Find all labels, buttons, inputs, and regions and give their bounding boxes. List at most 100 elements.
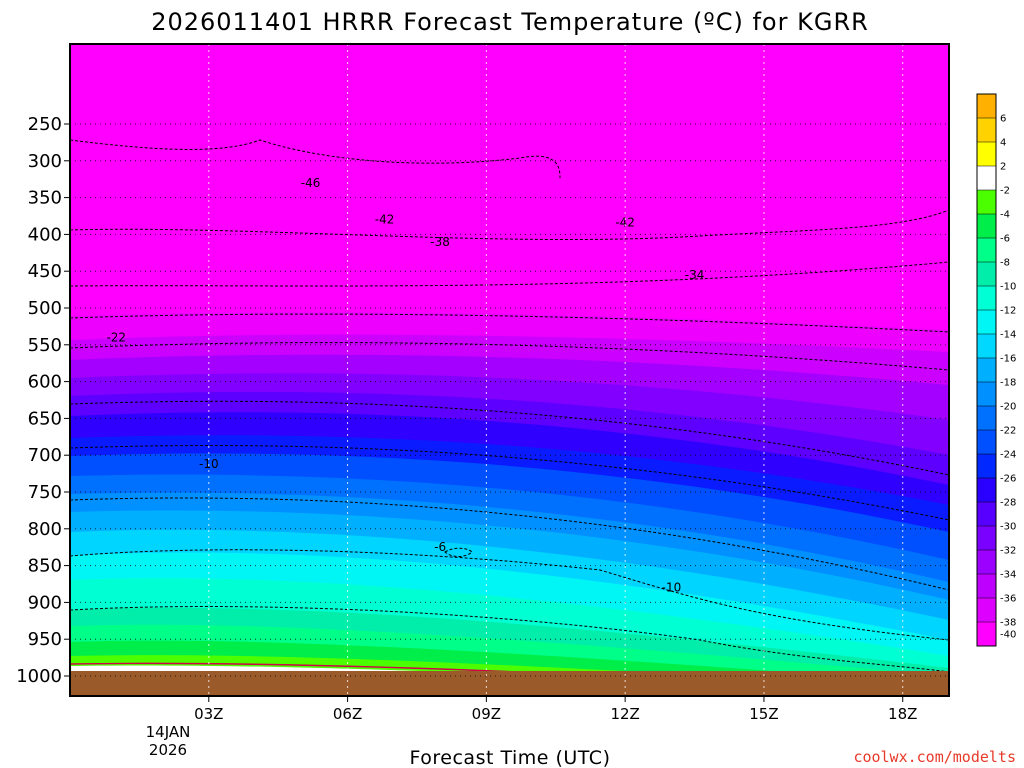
colorbar: 6 4 2 -2 -4 -6 -8 -10 -12 -14 -16 -18 -20 -22 -24 -26 -2… xyxy=(976,93,1016,647)
y-tick-label: 1000 xyxy=(16,666,62,687)
colorbar-label: -12 xyxy=(1000,306,1016,317)
contour-line xyxy=(70,445,949,521)
colorbar-label: -22 xyxy=(1000,426,1016,437)
colorbar-swatch xyxy=(977,238,996,263)
y-tick-label: 800 xyxy=(28,519,62,540)
colorbar-frame xyxy=(976,93,997,647)
x-tick-label: 06Z xyxy=(333,705,362,723)
colorbar-swatch xyxy=(977,118,996,143)
contour-line xyxy=(70,606,949,673)
y-tick-label: 500 xyxy=(28,298,62,319)
colorbar-label: -40 xyxy=(1000,630,1016,641)
x-tick-label: 18Z xyxy=(888,705,917,723)
colorbar-swatch xyxy=(977,94,996,119)
contour-label: -10 xyxy=(662,581,682,595)
colorbar-label: -18 xyxy=(1000,378,1016,389)
colorbar-label: -34 xyxy=(1000,570,1016,581)
colorbar-label: -8 xyxy=(1000,258,1010,269)
x-tick-label: 15Z xyxy=(749,705,778,723)
colorbar-label: -20 xyxy=(1000,402,1016,413)
colorbar-label: -6 xyxy=(1000,234,1010,245)
x-date-line-day: 14JAN xyxy=(146,723,191,741)
colorbar-swatch xyxy=(977,214,996,239)
chart-title: 2026011401 HRRR Forecast Temperature (ºC… xyxy=(151,8,869,36)
contour-line xyxy=(70,261,949,287)
colorbar-swatch xyxy=(977,622,996,647)
x-date-line-year: 2026 xyxy=(149,741,187,759)
colorbar-swatch xyxy=(977,334,996,359)
colorbar-label: -10 xyxy=(1000,282,1016,293)
colorbar-swatch xyxy=(977,550,996,575)
y-tick-label: 550 xyxy=(28,335,62,356)
y-tick-label: 700 xyxy=(28,445,62,466)
colorbar-swatch xyxy=(977,406,996,431)
colorbar-label: 4 xyxy=(1000,138,1006,149)
colorbar-swatch xyxy=(977,142,996,167)
colorbar-label: -24 xyxy=(1000,450,1016,461)
contour-label: -22 xyxy=(106,330,126,344)
y-tick-label: 750 xyxy=(28,482,62,503)
colorbar-swatch xyxy=(977,166,996,191)
contour-labels: -46-42 -42-38-34-22-10-6-10 xyxy=(106,176,704,595)
colorbar-label: -28 xyxy=(1000,498,1016,509)
colorbar-label: -14 xyxy=(1000,330,1016,341)
plot-area: -46-42 -42-38-34-22-10-6-10 xyxy=(70,44,949,696)
y-tick-label: 450 xyxy=(28,261,62,282)
colorbar-swatch xyxy=(977,190,996,215)
colorbar-swatch xyxy=(977,286,996,311)
y-tick-label: 650 xyxy=(28,408,62,429)
colorbar-label: -30 xyxy=(1000,522,1016,533)
colorbar-label: -36 xyxy=(1000,594,1016,605)
x-tick-label: 09Z xyxy=(472,705,501,723)
colorbar-swatch xyxy=(977,598,996,623)
colorbar-swatch xyxy=(977,574,996,599)
contour-line xyxy=(70,342,949,371)
contour-line xyxy=(70,400,949,476)
contour-line xyxy=(70,549,949,641)
contour-line xyxy=(70,209,949,240)
y-tick-label: 400 xyxy=(28,224,62,245)
colorbar-label: -4 xyxy=(1000,210,1010,221)
contour-label: -38 xyxy=(430,235,450,249)
colorbar-swatch xyxy=(977,502,996,527)
contour-line xyxy=(70,313,949,333)
plot-frame xyxy=(69,43,950,697)
y-tick-label: 950 xyxy=(28,629,62,650)
colorbar-swatch xyxy=(977,358,996,383)
contour-label: -34 xyxy=(685,268,705,282)
colorbar-swatch xyxy=(977,526,996,551)
colorbar-label: 6 xyxy=(1000,114,1006,125)
colorbar-swatch xyxy=(977,454,996,479)
contour-line xyxy=(70,497,949,591)
colorbar-swatch xyxy=(977,382,996,407)
colorbar-label: -38 xyxy=(1000,618,1016,629)
y-tick-label: 900 xyxy=(28,592,62,613)
x-axis-label: Forecast Time (UTC) xyxy=(410,747,611,768)
y-tick-label: 350 xyxy=(28,188,62,209)
x-axis: 03Z 06Z 09Z 12Z 15Z 18Z xyxy=(194,696,917,723)
y-tick-label: 850 xyxy=(28,556,62,577)
y-tick-label: 250 xyxy=(28,114,62,135)
colorbar-swatch xyxy=(977,478,996,503)
grid xyxy=(70,44,949,696)
colorbar-label: -32 xyxy=(1000,546,1016,557)
colorbar-label: -16 xyxy=(1000,354,1016,365)
colorbar-label: -26 xyxy=(1000,474,1016,485)
y-axis: 250 300 350 400 450 500 550 600 650 700 750 800 850 9… xyxy=(16,114,70,687)
ground xyxy=(70,671,949,696)
colorbar-label: 2 xyxy=(1000,162,1006,173)
x-tick-label: 12Z xyxy=(610,705,639,723)
contour-label: -42 xyxy=(615,216,635,230)
colorbar-swatch xyxy=(977,262,996,287)
contour-label: -42 xyxy=(375,213,395,227)
y-tick-label: 600 xyxy=(28,372,62,393)
watermark: coolwx.com/modelts xyxy=(853,748,1016,766)
colorbar-swatch xyxy=(977,430,996,455)
y-tick-label: 300 xyxy=(28,151,62,172)
contour-label: -46 xyxy=(301,176,321,190)
x-tick-label: 03Z xyxy=(194,705,223,723)
colorbar-swatch xyxy=(977,310,996,335)
contour-line xyxy=(70,139,561,179)
contour-label: -6 xyxy=(434,540,446,554)
